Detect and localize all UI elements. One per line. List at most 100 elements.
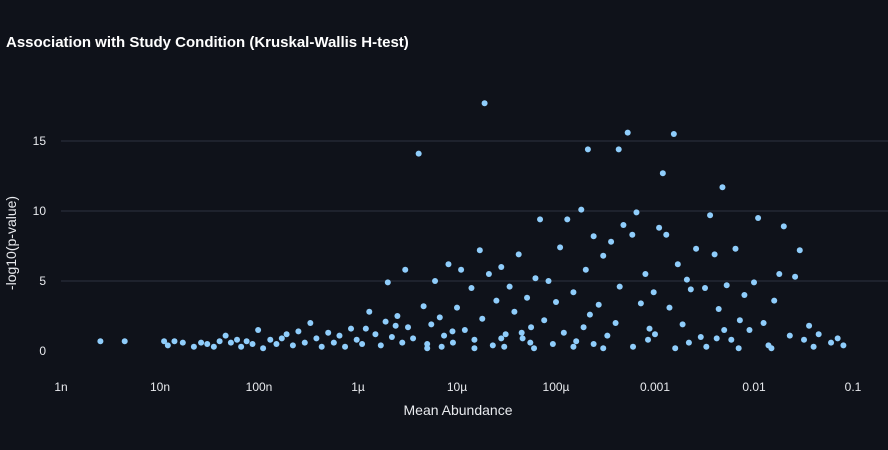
- data-point[interactable]: [190, 343, 197, 350]
- data-point[interactable]: [424, 341, 431, 347]
- data-point[interactable]: [449, 328, 456, 335]
- data-point[interactable]: [645, 336, 652, 343]
- data-point[interactable]: [471, 336, 478, 343]
- data-point[interactable]: [388, 334, 395, 340]
- data-point[interactable]: [735, 345, 742, 352]
- data-point[interactable]: [445, 261, 452, 268]
- data-point[interactable]: [353, 336, 360, 343]
- data-point[interactable]: [707, 212, 714, 219]
- data-point[interactable]: [630, 343, 637, 350]
- data-point[interactable]: [683, 276, 690, 283]
- data-point[interactable]: [171, 338, 178, 345]
- data-point[interactable]: [732, 245, 739, 252]
- data-point[interactable]: [405, 324, 412, 331]
- data-point[interactable]: [590, 341, 597, 347]
- data-point[interactable]: [659, 170, 666, 177]
- data-point[interactable]: [501, 343, 508, 350]
- data-point[interactable]: [234, 336, 241, 343]
- data-point[interactable]: [557, 244, 564, 251]
- data-point[interactable]: [359, 341, 366, 347]
- data-point[interactable]: [216, 338, 223, 345]
- data-point[interactable]: [570, 289, 577, 296]
- data-point[interactable]: [715, 306, 722, 312]
- data-point[interactable]: [97, 338, 104, 345]
- data-point[interactable]: [652, 331, 658, 338]
- data-point[interactable]: [595, 301, 602, 308]
- data-point[interactable]: [204, 341, 211, 347]
- data-point[interactable]: [458, 266, 465, 273]
- data-point[interactable]: [121, 338, 128, 345]
- data-point[interactable]: [518, 329, 525, 336]
- data-point[interactable]: [615, 146, 622, 153]
- data-point[interactable]: [703, 343, 710, 350]
- data-point[interactable]: [624, 129, 631, 136]
- data-point[interactable]: [564, 216, 571, 223]
- data-point[interactable]: [394, 313, 401, 319]
- data-point[interactable]: [301, 339, 308, 346]
- data-point[interactable]: [604, 332, 611, 339]
- data-point[interactable]: [697, 334, 704, 340]
- data-point[interactable]: [471, 345, 478, 352]
- data-point[interactable]: [278, 335, 285, 342]
- data-point[interactable]: [238, 343, 245, 350]
- data-point[interactable]: [612, 320, 619, 326]
- data-point[interactable]: [584, 146, 591, 153]
- data-point[interactable]: [679, 321, 686, 328]
- data-point[interactable]: [560, 329, 567, 336]
- data-point[interactable]: [674, 261, 681, 268]
- data-point[interactable]: [541, 317, 548, 324]
- data-point[interactable]: [313, 335, 320, 342]
- data-point[interactable]: [746, 327, 753, 333]
- data-point[interactable]: [751, 279, 757, 286]
- data-point[interactable]: [330, 339, 337, 346]
- data-point[interactable]: [728, 336, 735, 343]
- data-point[interactable]: [663, 231, 670, 238]
- data-point[interactable]: [424, 345, 431, 352]
- data-point[interactable]: [382, 318, 389, 325]
- data-point[interactable]: [493, 297, 500, 304]
- data-point[interactable]: [553, 299, 559, 305]
- data-point[interactable]: [498, 335, 505, 342]
- data-point[interactable]: [801, 336, 808, 343]
- data-point[interactable]: [438, 343, 445, 350]
- data-point[interactable]: [428, 321, 435, 328]
- data-point[interactable]: [528, 324, 535, 331]
- data-point[interactable]: [420, 303, 427, 310]
- data-point[interactable]: [806, 322, 813, 329]
- data-point[interactable]: [532, 275, 539, 282]
- data-point[interactable]: [267, 336, 274, 343]
- data-point[interactable]: [479, 315, 486, 322]
- data-point[interactable]: [454, 304, 460, 311]
- data-point[interactable]: [161, 338, 168, 345]
- data-point[interactable]: [573, 338, 580, 345]
- data-point[interactable]: [295, 328, 302, 335]
- data-point[interactable]: [366, 308, 373, 315]
- data-point[interactable]: [600, 252, 607, 259]
- data-point[interactable]: [489, 342, 496, 349]
- data-point[interactable]: [776, 271, 783, 277]
- data-point[interactable]: [362, 325, 369, 332]
- data-point[interactable]: [399, 339, 406, 346]
- data-point[interactable]: [325, 329, 332, 336]
- data-point[interactable]: [687, 286, 694, 293]
- data-point[interactable]: [511, 308, 518, 315]
- data-point[interactable]: [531, 345, 538, 352]
- data-point[interactable]: [249, 341, 256, 347]
- data-point[interactable]: [685, 339, 692, 346]
- data-point[interactable]: [713, 335, 720, 342]
- data-point[interactable]: [377, 342, 384, 349]
- data-point[interactable]: [289, 342, 296, 349]
- data-point[interactable]: [780, 223, 787, 230]
- data-point[interactable]: [198, 339, 205, 346]
- data-point[interactable]: [771, 297, 778, 304]
- data-point[interactable]: [402, 266, 409, 273]
- data-point[interactable]: [633, 209, 640, 216]
- data-point[interactable]: [672, 345, 679, 352]
- data-point[interactable]: [828, 339, 835, 346]
- data-point[interactable]: [255, 327, 262, 333]
- data-point[interactable]: [741, 292, 748, 298]
- data-point[interactable]: [702, 285, 709, 291]
- data-point[interactable]: [348, 325, 355, 332]
- data-point[interactable]: [582, 266, 589, 273]
- data-point[interactable]: [372, 331, 379, 338]
